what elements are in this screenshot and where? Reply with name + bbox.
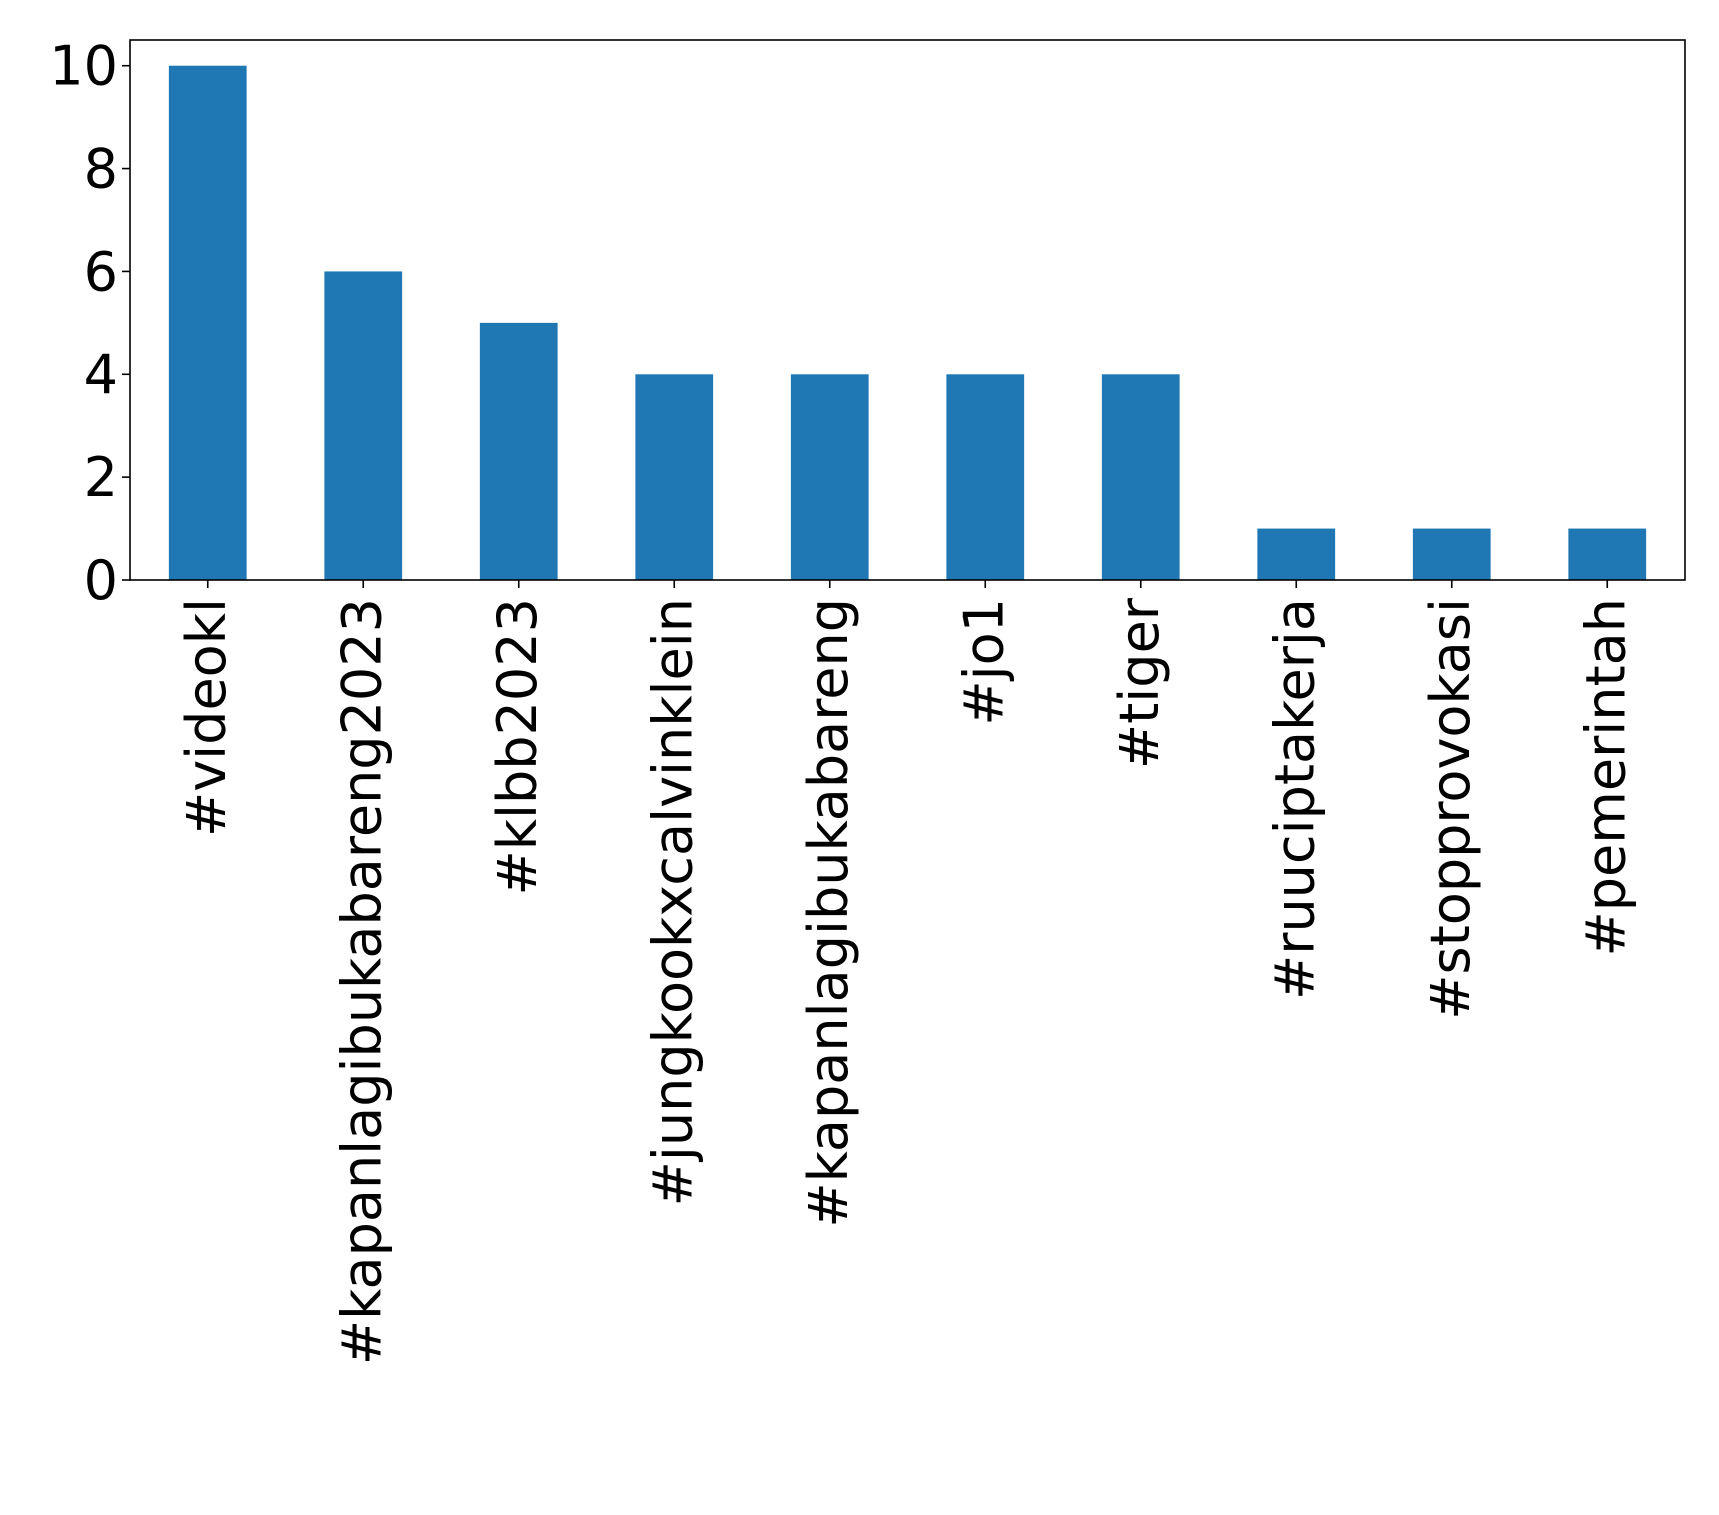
bar-jo1 (946, 374, 1025, 580)
y-tick-label: 0 (84, 549, 118, 612)
y-tick-label: 10 (49, 35, 118, 98)
x-tick-label: #kapanlagibukabareng2023 (330, 598, 393, 1365)
bar-klbb2023 (479, 322, 558, 580)
bar-ruuciptakerja (1257, 528, 1336, 580)
bar-pemerintah (1568, 528, 1647, 580)
x-tick-label: #stopprovokasi (1419, 598, 1482, 1020)
bar-stopprovokasi (1412, 528, 1491, 580)
bar-kapanlagibukabareng2023 (324, 271, 403, 580)
bar-kapanlagibukabareng (790, 374, 869, 580)
bar-tiger (1101, 374, 1180, 580)
x-tick-label: #videokl (175, 598, 238, 837)
x-axis: #videokl #kapanlagibukabareng2023 #klbb202… (175, 580, 1637, 1365)
x-tick-label: #ruuciptakerja (1263, 598, 1326, 1000)
bar-videokl (168, 65, 247, 580)
x-tick-label: #tiger (1108, 597, 1171, 769)
bars-group (168, 65, 1647, 580)
x-tick-label: #klbb2023 (486, 598, 549, 896)
plot-frame (129, 39, 1686, 581)
bar-jungkookxcalvinklein (635, 374, 714, 580)
y-axis: 0 2 4 6 8 10 (49, 35, 130, 612)
x-tick-label: #pemerintah (1574, 598, 1637, 957)
y-tick-label: 2 (84, 446, 118, 509)
x-tick-label: #jungkookxcalvinklein (641, 598, 704, 1206)
x-tick-label: #kapanlagibukabareng (797, 598, 860, 1228)
y-tick-label: 8 (84, 138, 118, 201)
y-tick-label: 4 (84, 343, 118, 406)
x-tick-label: #jo1 (952, 598, 1015, 726)
y-tick-label: 6 (84, 240, 118, 303)
